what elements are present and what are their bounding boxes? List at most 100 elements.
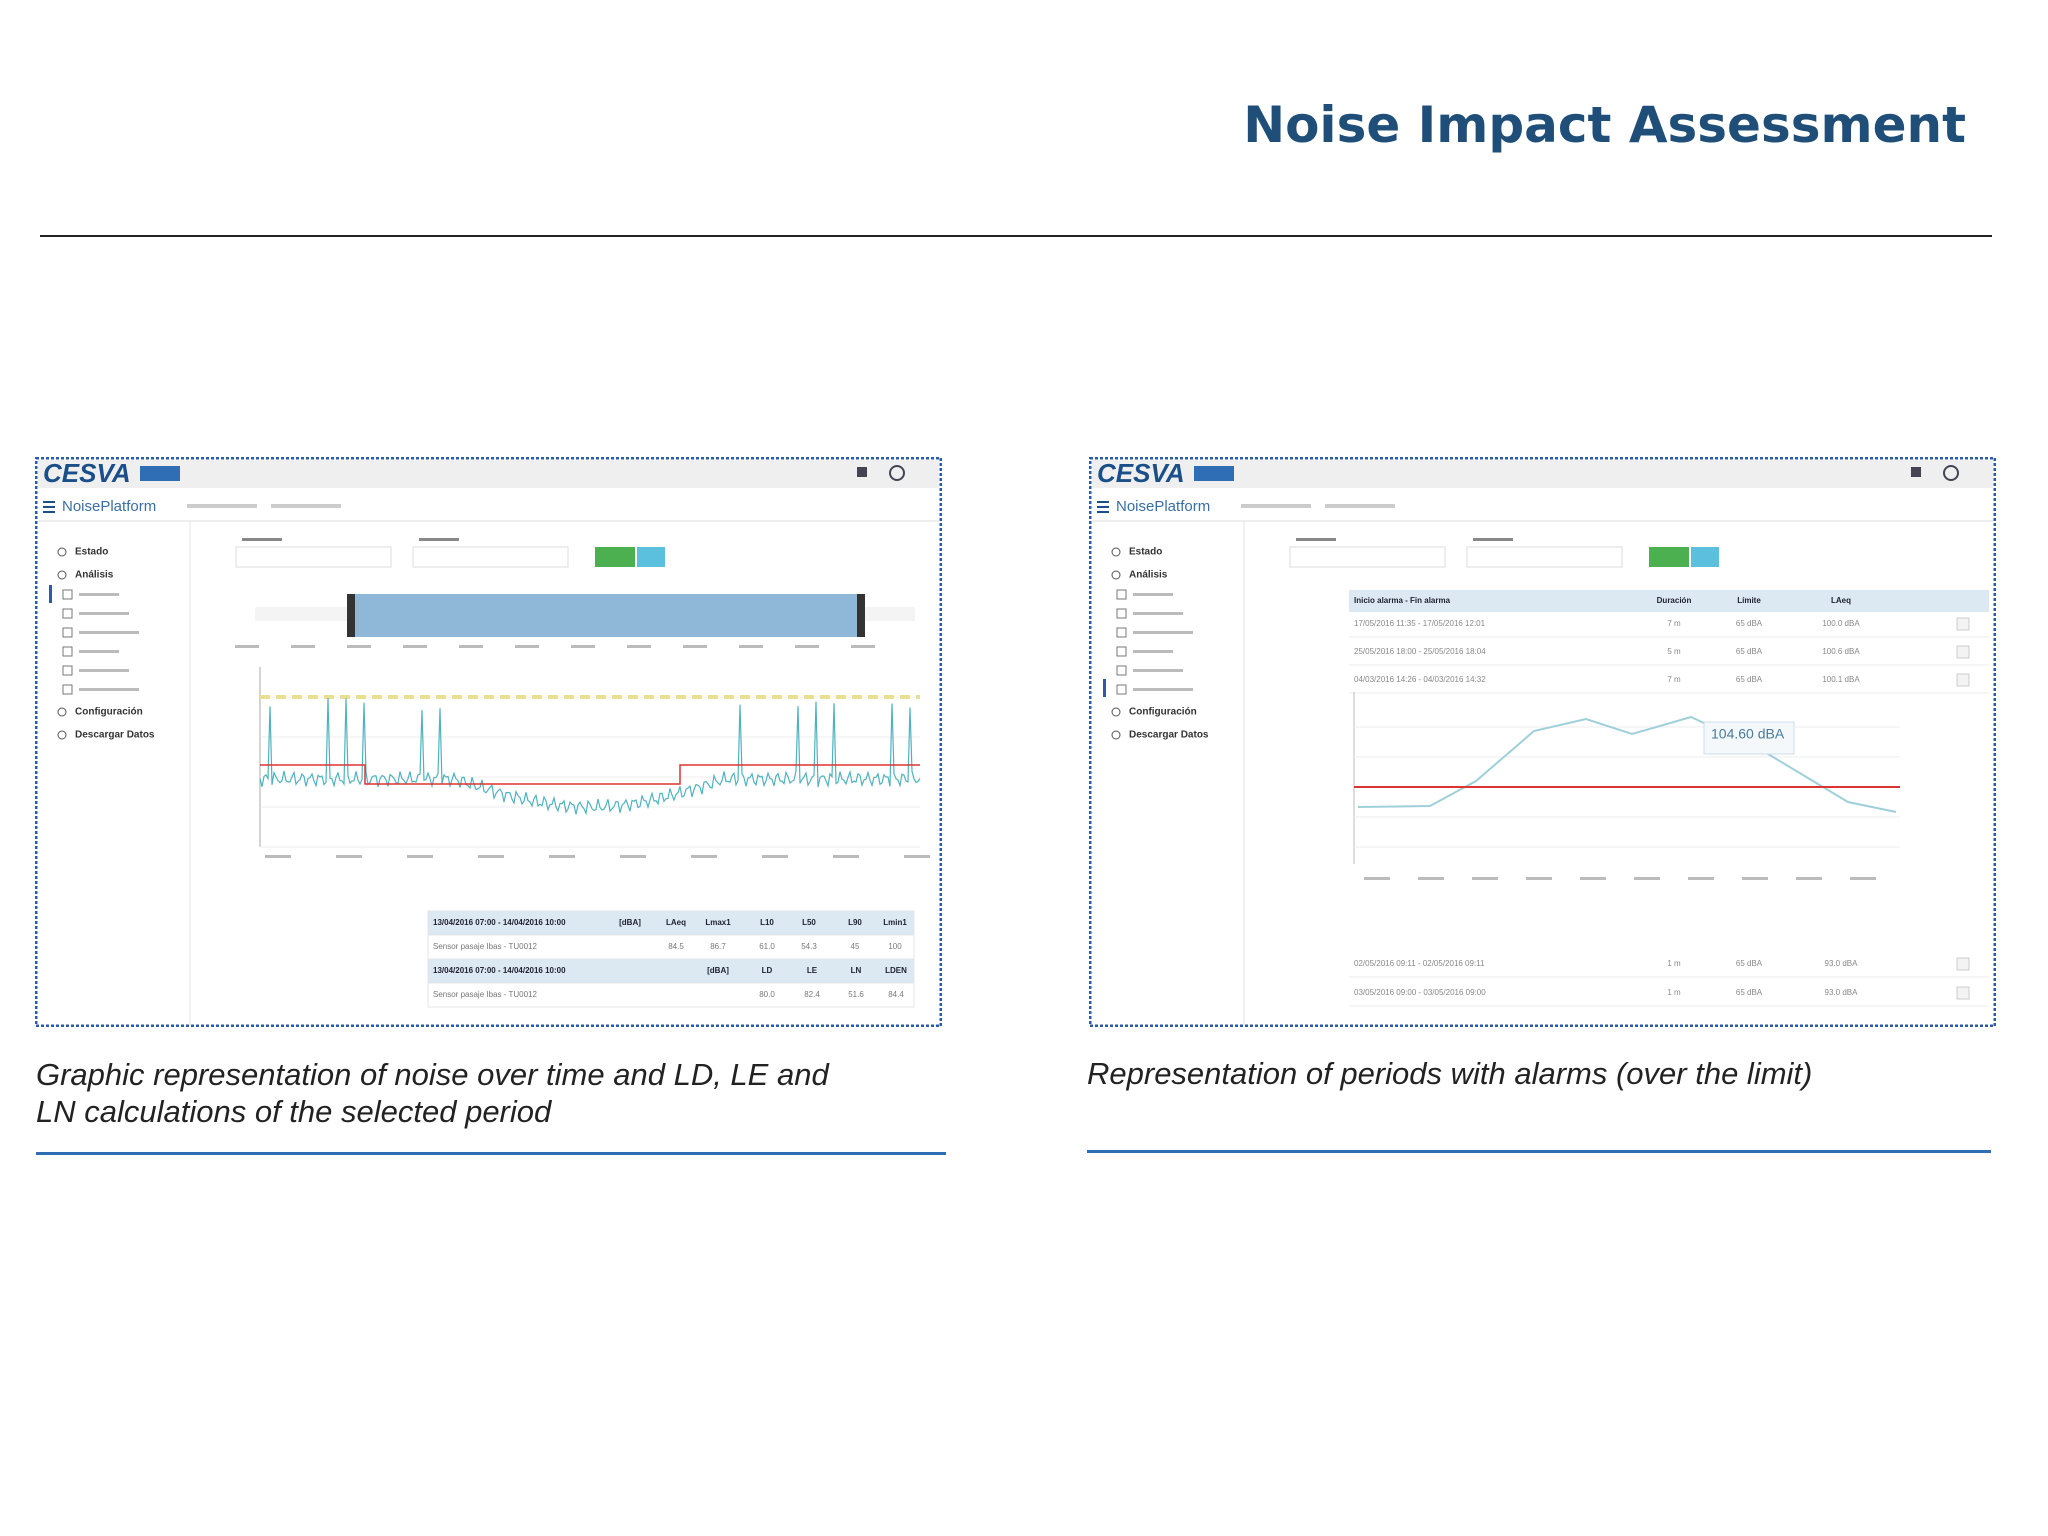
axis-label — [403, 645, 427, 648]
menu-active — [49, 585, 52, 603]
submenu-item — [79, 669, 129, 672]
breadcrumb — [187, 504, 257, 508]
axis-label — [1850, 877, 1876, 880]
caption-line: LN calculations of the selected period — [36, 1094, 552, 1129]
table-cell: 7 m — [1667, 619, 1681, 628]
header-rule — [40, 235, 1992, 237]
row-button[interactable] — [1956, 957, 1970, 971]
brand: CESVA — [43, 458, 131, 488]
table-cell: 65 dBA — [1736, 959, 1763, 968]
submenu-icon — [62, 684, 73, 695]
handle — [347, 594, 355, 637]
menu-item: Análisis — [75, 570, 114, 581]
submenu-icon — [1116, 665, 1127, 676]
axis-label — [1418, 877, 1444, 880]
axis-label — [739, 645, 763, 648]
axis-label — [407, 855, 433, 858]
submenu-icon — [1116, 608, 1127, 619]
axis-label — [1472, 877, 1498, 880]
axis-label — [1688, 877, 1714, 880]
table-cell: LE — [807, 966, 818, 975]
menu-bullet — [57, 547, 67, 557]
date-input — [1289, 546, 1446, 568]
axis-label — [347, 645, 371, 648]
table-cell: 02/05/2016 09:11 - 02/05/2016 09:11 — [1354, 959, 1485, 968]
submenu-icon — [62, 589, 73, 600]
handle — [857, 594, 865, 637]
menu-bullet — [57, 570, 67, 580]
menu-item: Configuración — [1129, 707, 1197, 718]
table-head: Duración — [1657, 596, 1692, 605]
row-button[interactable] — [1956, 986, 1970, 1000]
axis-label — [336, 855, 362, 858]
button[interactable] — [595, 547, 635, 567]
table-cell: 100 — [888, 942, 902, 951]
axis-label — [1580, 877, 1606, 880]
row-button[interactable] — [1956, 673, 1970, 687]
menu-icon — [1097, 511, 1109, 513]
axis-label — [833, 855, 859, 858]
button[interactable] — [637, 547, 665, 567]
table-cell: 17/05/2016 11:35 - 17/05/2016 12:01 — [1354, 619, 1486, 628]
table-row — [427, 982, 915, 1008]
table-cell: 80.0 — [759, 990, 775, 999]
table-cell: LAeq — [666, 918, 686, 927]
menu-icon — [43, 511, 55, 513]
axis-label — [478, 855, 504, 858]
submenu-icon — [1116, 646, 1127, 657]
button[interactable] — [1649, 547, 1689, 567]
button[interactable] — [1691, 547, 1719, 567]
grid-icon — [857, 467, 867, 477]
axis-label — [795, 645, 819, 648]
menu-icon — [43, 506, 55, 508]
table-cell: 100.6 dBA — [1822, 647, 1860, 656]
table-cell: 13/04/2016 07:00 - 14/04/2016 10:00 — [433, 918, 566, 927]
table-cell: 82.4 — [804, 990, 820, 999]
limit-line — [260, 764, 920, 785]
breadcrumb — [1241, 504, 1311, 508]
submenu-item — [1133, 593, 1173, 596]
menu-bullet — [1111, 570, 1121, 580]
product-name: NoisePlatform — [1116, 498, 1210, 515]
breadcrumb — [271, 504, 341, 508]
table-cell: 65 dBA — [1736, 619, 1763, 628]
row-button[interactable] — [1956, 617, 1970, 631]
axis-label — [691, 855, 717, 858]
axis-label — [1526, 877, 1552, 880]
table-row — [427, 934, 915, 960]
menu-icon — [1097, 501, 1109, 503]
table-cell: Sensor pasaje Ibas - TU0012 — [433, 942, 537, 951]
table-cell: 100.0 dBA — [1822, 619, 1860, 628]
menu-bullet — [57, 730, 67, 740]
table-cell: 61.0 — [759, 942, 775, 951]
axis-label — [1796, 877, 1822, 880]
screenshot: CESVA NoisePlatform Estado Análisis Configur… — [1089, 457, 1996, 1027]
table-cell: 04/03/2016 14:26 - 04/03/2016 14:32 — [1354, 675, 1486, 684]
table-cell: L50 — [802, 918, 816, 927]
table-cell: Sensor pasaje Ibas - TU0012 — [433, 990, 537, 999]
table-cell: 45 — [851, 942, 860, 951]
caption-line: Graphic representation of noise over tim… — [36, 1057, 829, 1092]
table-cell: 84.5 — [668, 942, 684, 951]
table-head: Límite — [1737, 596, 1761, 605]
axis-label — [235, 645, 259, 648]
axis-label — [459, 645, 483, 648]
menu-item: Análisis — [1129, 570, 1168, 581]
user-icon — [889, 465, 905, 481]
screenshot: CESVA NoisePlatform Estado Análisis Configur… — [35, 457, 942, 1027]
axis-label — [762, 855, 788, 858]
menu-item: Descargar Datos — [75, 730, 155, 741]
submenu-icon — [62, 627, 73, 638]
table-cell: LD — [762, 966, 773, 975]
table-cell: 13/04/2016 07:00 - 14/04/2016 10:00 — [433, 966, 566, 975]
overview-selection — [350, 594, 862, 637]
table-cell: 5 m — [1667, 647, 1681, 656]
axis-label — [627, 645, 651, 648]
table-cell: 1 m — [1667, 988, 1681, 997]
row-button[interactable] — [1956, 645, 1970, 659]
table-cell: LN — [851, 966, 862, 975]
submenu-item — [79, 631, 139, 634]
axis-label — [904, 855, 930, 858]
date-label — [242, 538, 282, 541]
slide-title: Noise Impact Assessment — [1243, 96, 1966, 154]
